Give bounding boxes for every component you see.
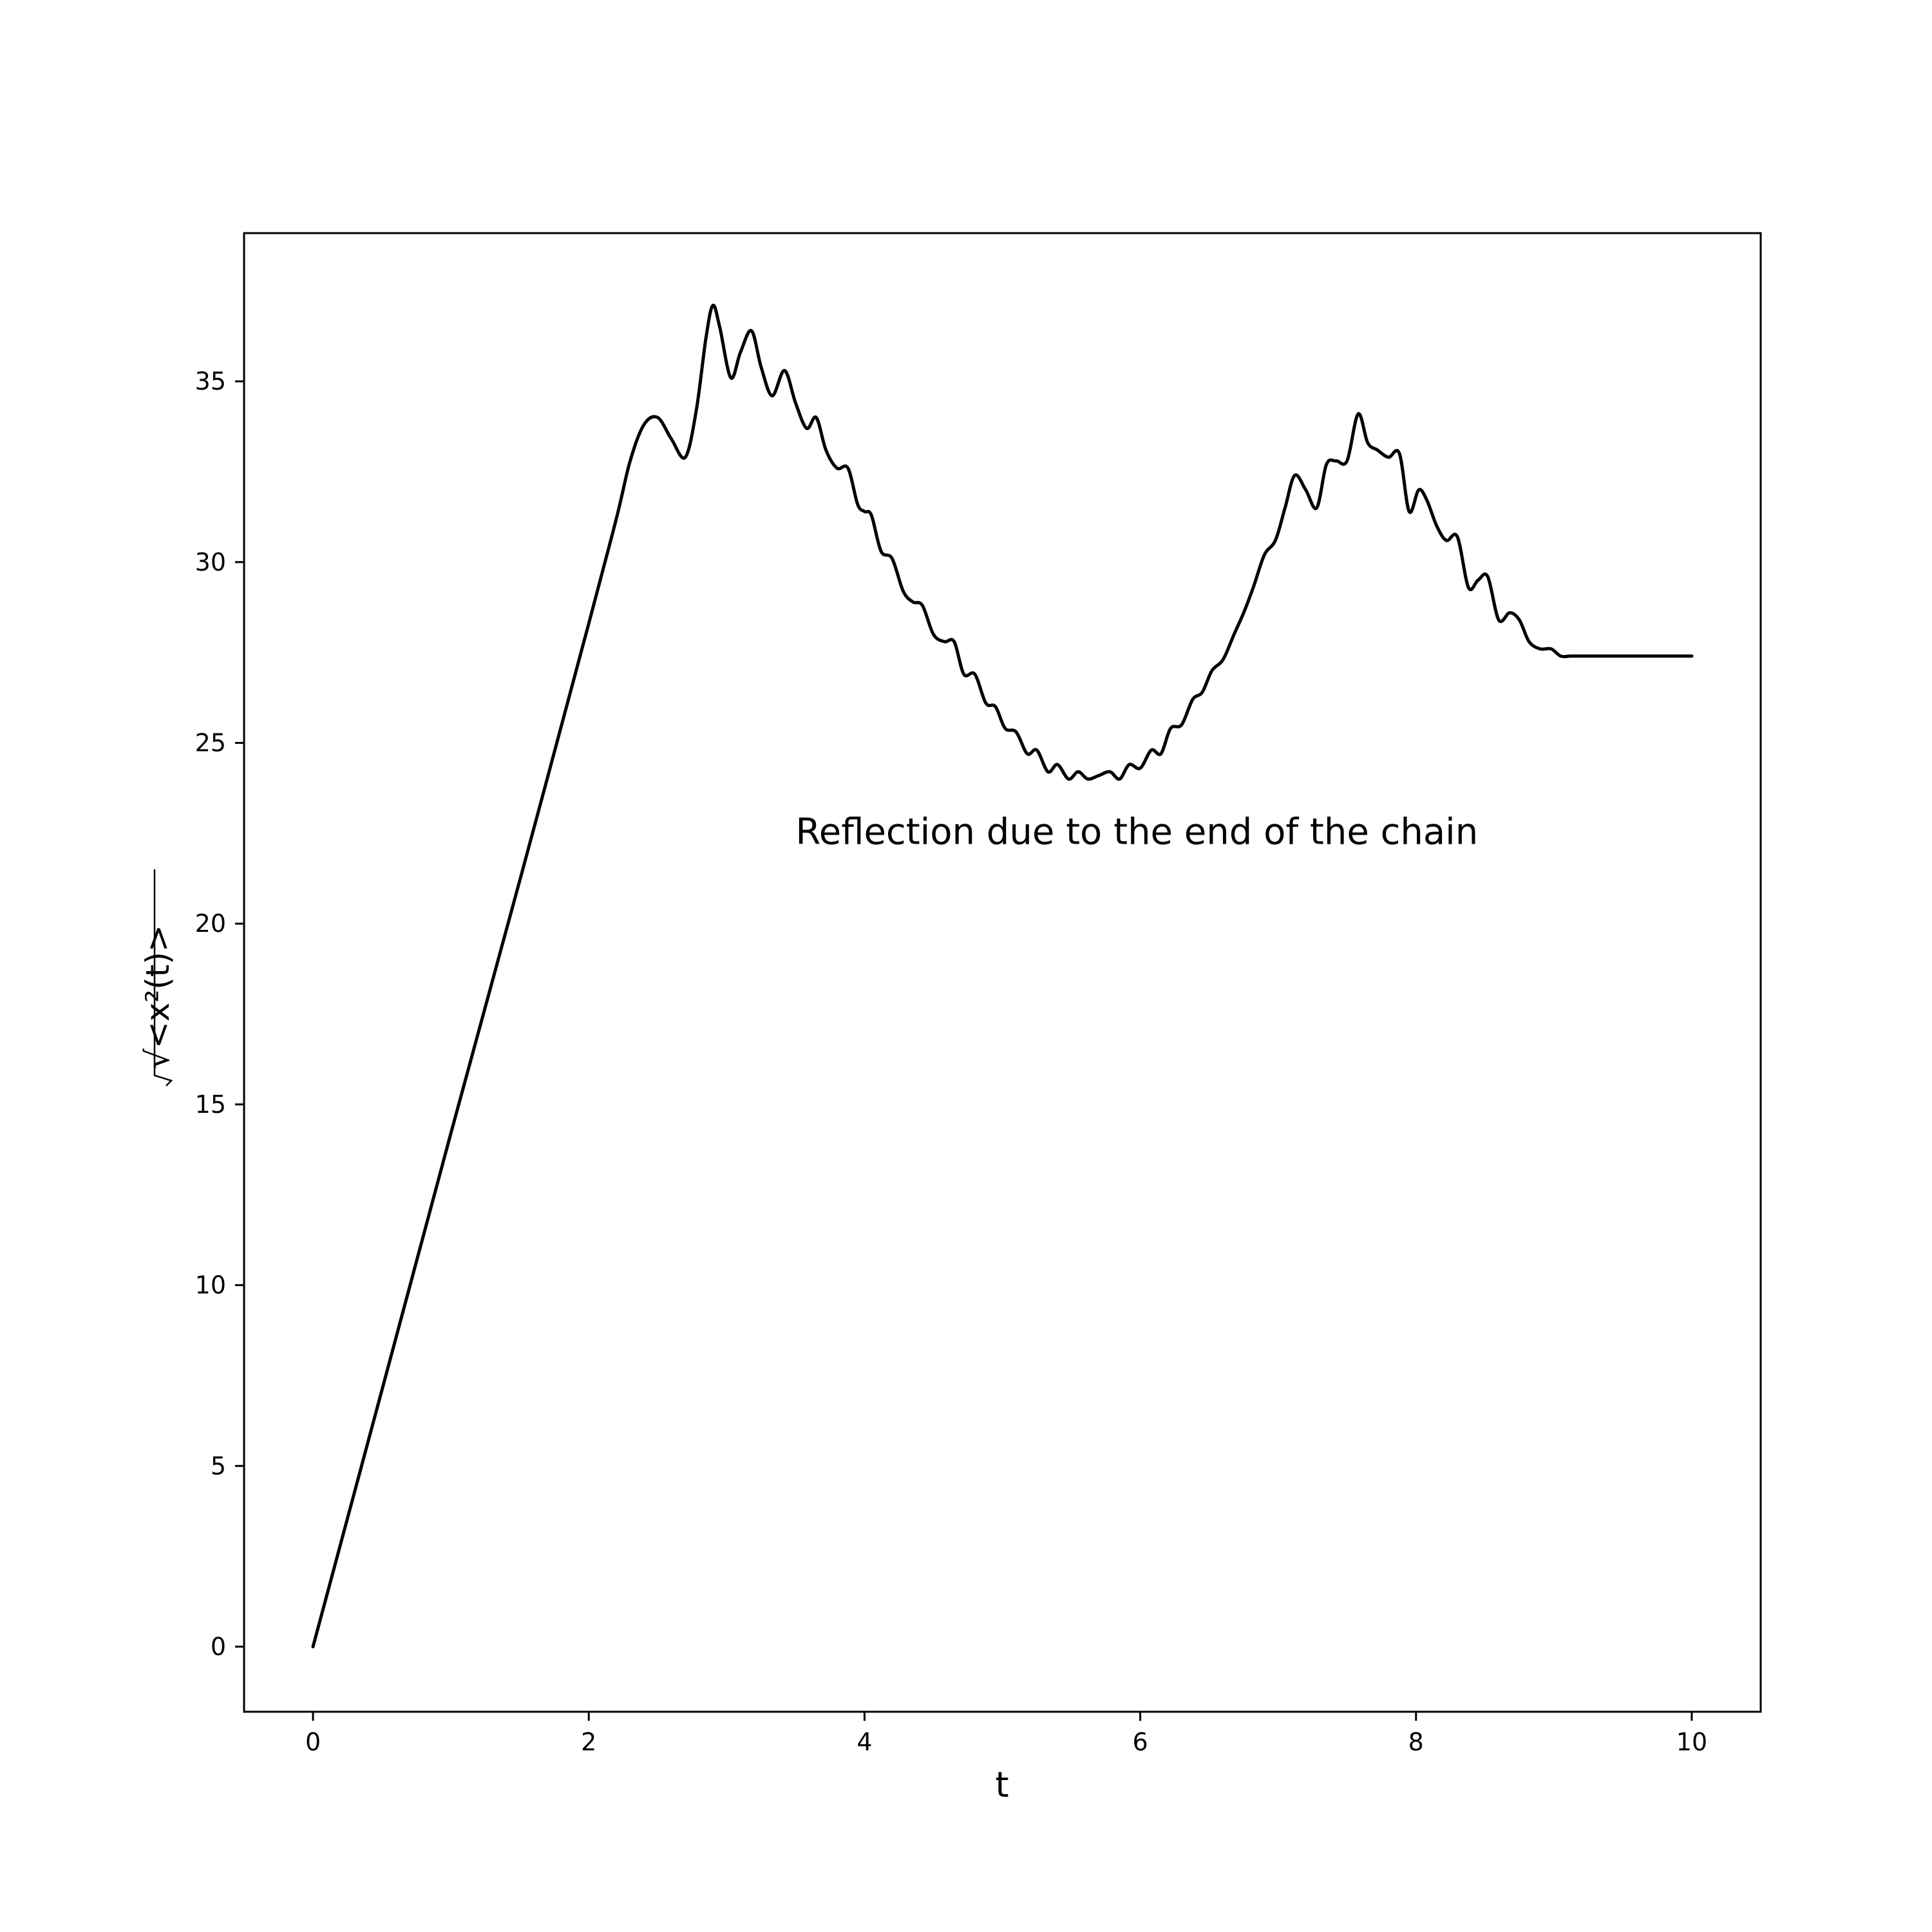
x-tick-label: 0: [305, 1728, 321, 1756]
y-tick-label: 35: [195, 367, 226, 395]
x-tick-label: 6: [1132, 1728, 1148, 1756]
sqrt-radical: [153, 869, 173, 1086]
y-axis-label-text: √<x²(t)>: [139, 925, 176, 1069]
x-tick-label: 10: [1676, 1728, 1707, 1756]
x-axis-label: t: [995, 1765, 1009, 1805]
x-tick-label: 2: [581, 1728, 596, 1756]
y-tick-label: 5: [211, 1452, 226, 1480]
y-tick-label: 25: [195, 729, 226, 757]
y-axis-label: √<x²(t)>: [139, 869, 176, 1086]
y-axis-ticks: 0 5 10 15 20 25 30 35: [195, 367, 244, 1661]
x-tick-label: 8: [1408, 1728, 1424, 1756]
annotation-text: Reflection due to the end of the chain: [795, 811, 1478, 853]
y-tick-label: 10: [195, 1271, 226, 1300]
y-tick-label: 15: [195, 1090, 226, 1119]
x-tick-label: 4: [857, 1728, 872, 1756]
y-tick-label: 20: [195, 909, 226, 938]
x-axis-ticks: 0 2 4 6 8 10: [305, 1712, 1707, 1756]
y-tick-label: 30: [195, 548, 226, 576]
y-tick-label: 0: [211, 1633, 226, 1661]
plot-area-frame: [243, 232, 1762, 1713]
series-line: [311, 303, 1694, 1649]
